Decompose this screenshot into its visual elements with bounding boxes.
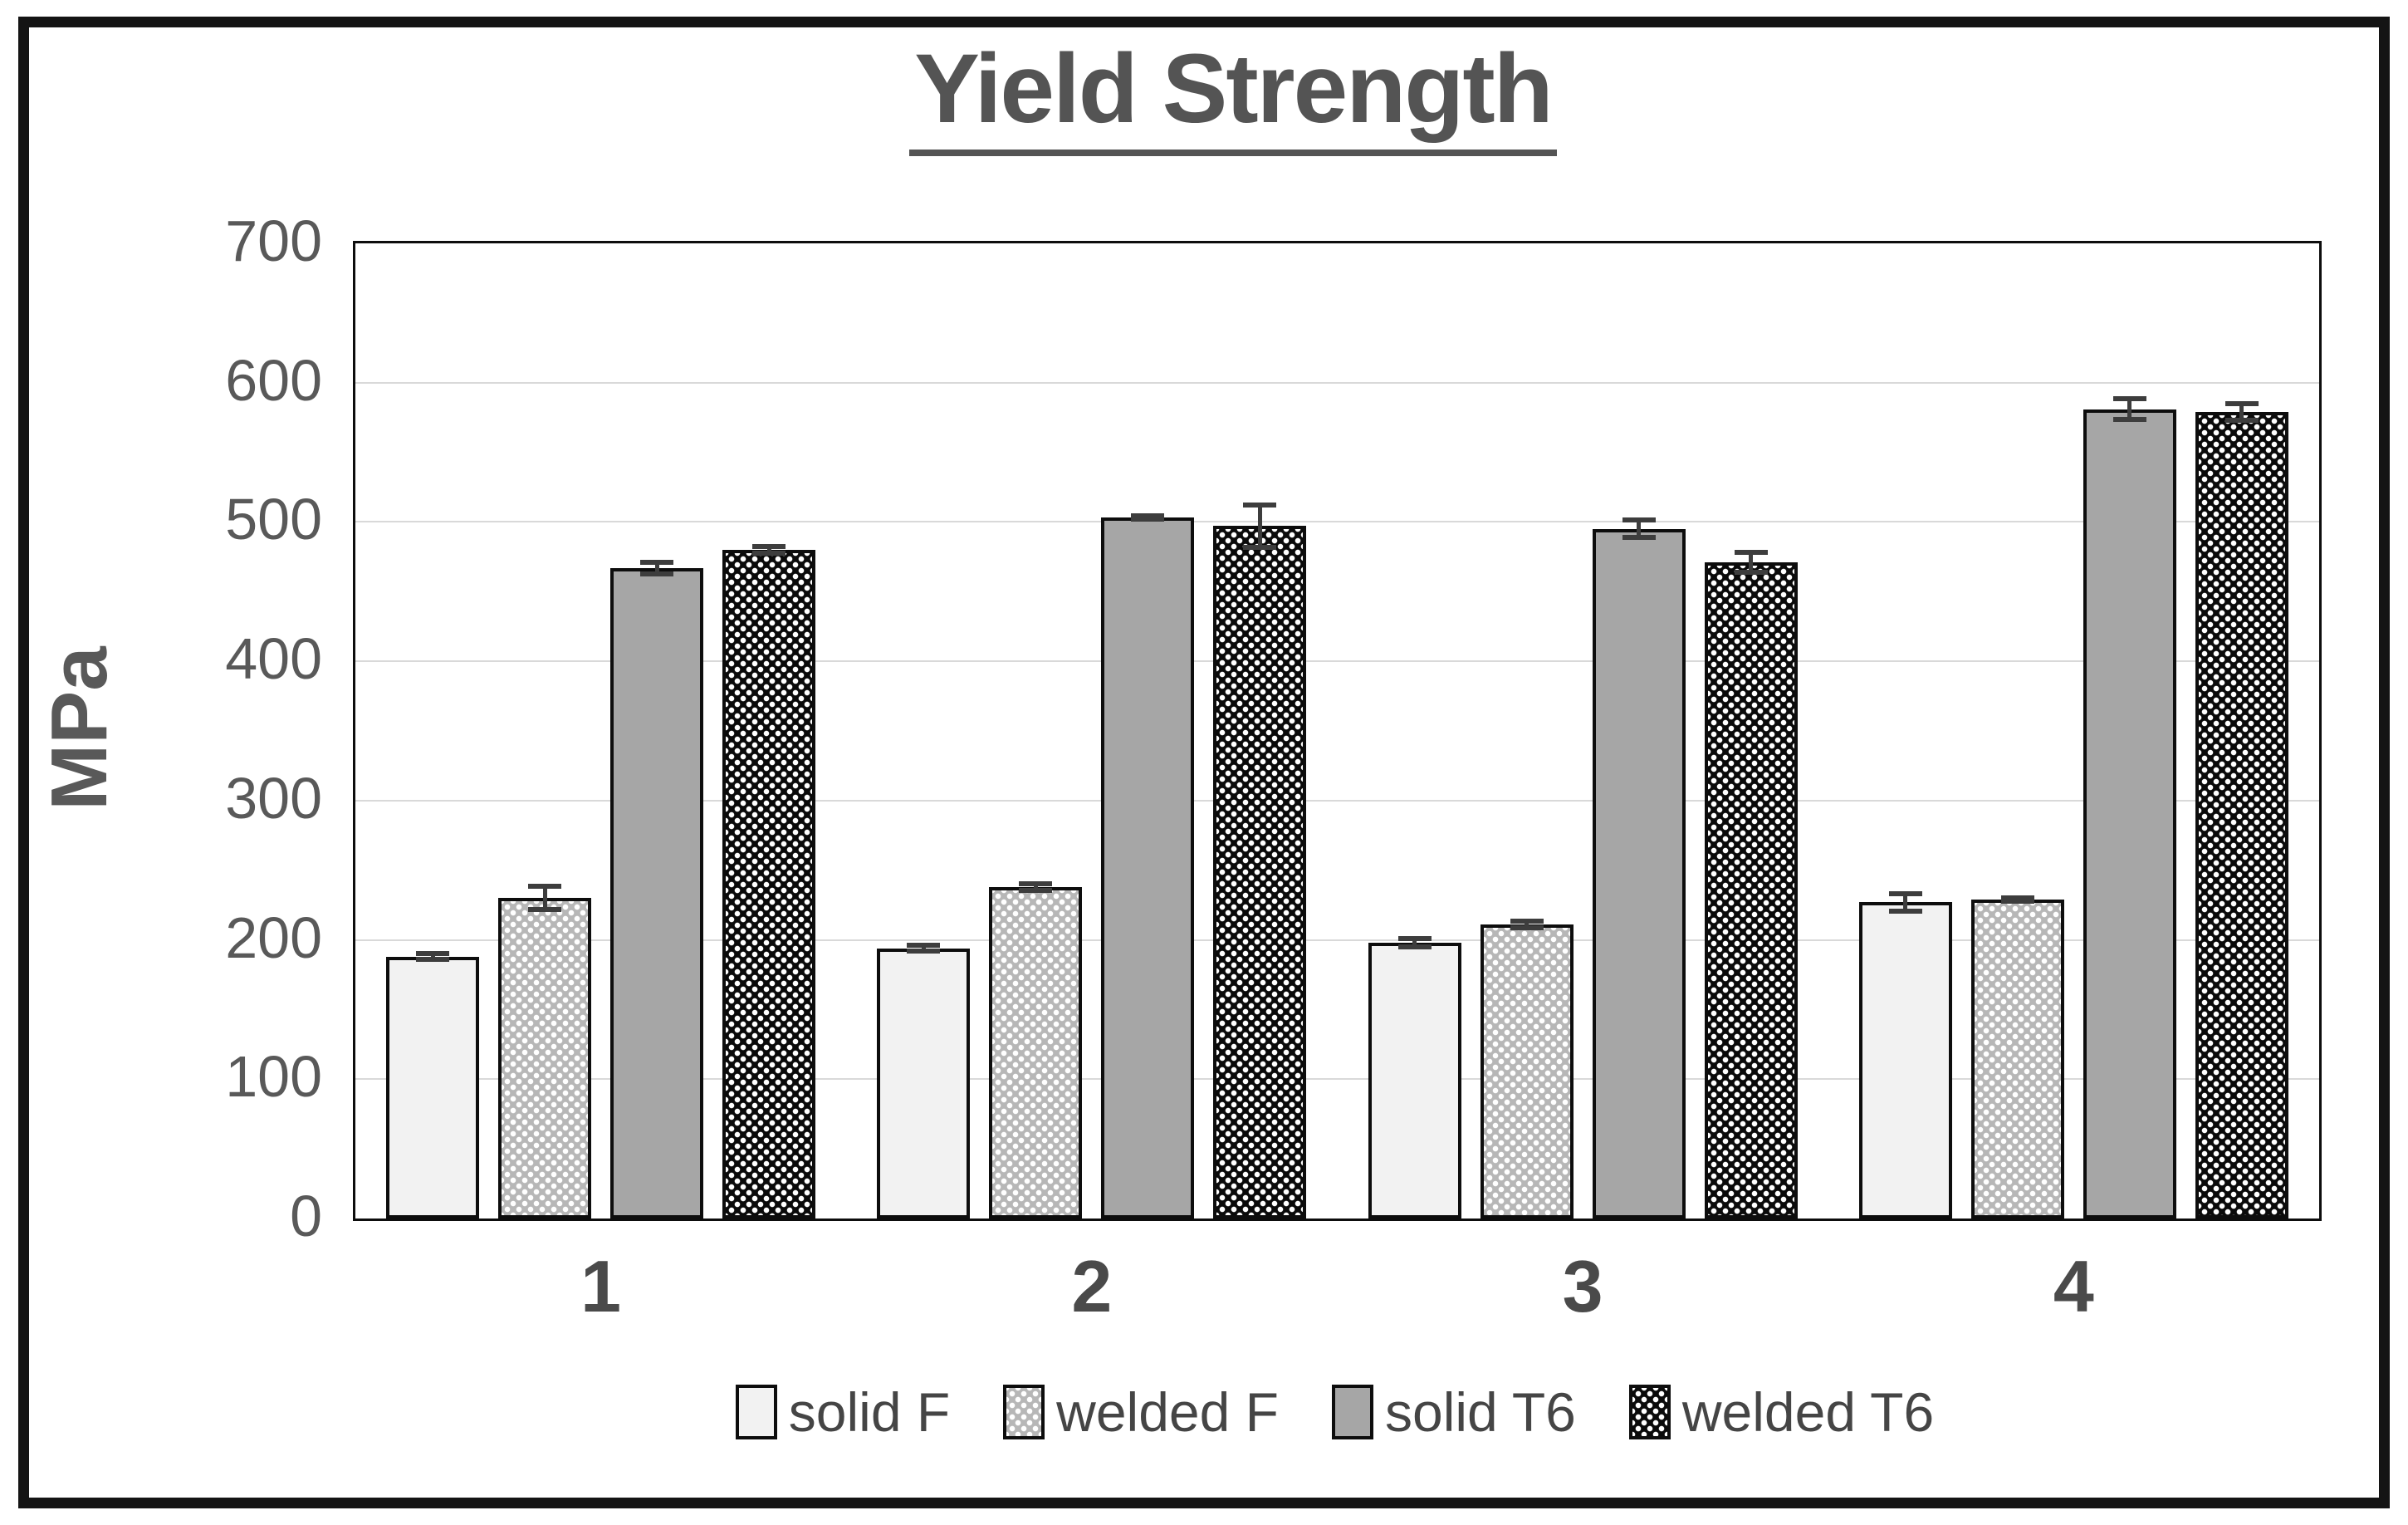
plot-area xyxy=(353,241,2322,1221)
bar-welded-t6-group-3 xyxy=(1704,562,1798,1219)
legend-label: solid F xyxy=(788,1381,951,1443)
bar-solid-t6-group-4 xyxy=(2083,409,2176,1219)
error-bar-cap-bottom xyxy=(1019,887,1053,893)
y-tick-label-300: 300 xyxy=(225,765,322,831)
y-tick-label-600: 600 xyxy=(225,347,322,413)
gridline-600 xyxy=(355,381,2319,384)
y-tick-label-700: 700 xyxy=(225,208,322,273)
gridline-300 xyxy=(355,799,2319,802)
error-bar-cap-top xyxy=(2112,396,2146,402)
error-bar-cap-top xyxy=(640,559,674,565)
error-bar-cap-top xyxy=(907,942,941,948)
error-bar xyxy=(1412,935,1417,950)
legend-label: welded F xyxy=(1056,1381,1279,1443)
error-bar-cap-top xyxy=(2000,895,2034,900)
bar-solid-f-group-1 xyxy=(386,956,480,1219)
bar-solid-f-group-3 xyxy=(1368,942,1461,1219)
x-tick-label-2: 2 xyxy=(1071,1245,1113,1327)
bar-solid-t6-group-1 xyxy=(610,567,704,1219)
legend-label: welded T6 xyxy=(1681,1381,1935,1443)
gridline-400 xyxy=(355,660,2319,663)
error-bar-cap-top xyxy=(416,950,450,956)
bar-solid-f-group-4 xyxy=(1858,902,1952,1219)
bar-solid-f-group-2 xyxy=(877,948,971,1219)
legend-item-solid-t6: solid T6 xyxy=(1331,1380,1576,1444)
error-bar xyxy=(2239,400,2244,424)
error-bar-cap-bottom xyxy=(1131,517,1165,522)
error-bar-cap-top xyxy=(752,544,786,550)
y-tick-label-200: 200 xyxy=(225,905,322,970)
legend-item-welded-t6: welded T6 xyxy=(1628,1380,1935,1444)
legend-swatch xyxy=(1331,1385,1373,1439)
legend-swatch xyxy=(1628,1385,1671,1439)
error-bar-cap-top xyxy=(1510,919,1544,924)
error-bar-cap-bottom xyxy=(1734,570,1768,576)
error-bar xyxy=(654,559,659,576)
error-bar-cap-bottom xyxy=(2224,418,2259,424)
error-bar-cap-top xyxy=(2224,400,2259,406)
error-bar-cap-bottom xyxy=(2112,416,2146,422)
error-bar-cap-top xyxy=(1397,935,1432,941)
legend-swatch xyxy=(1003,1385,1045,1439)
error-bar-cap-top xyxy=(528,884,562,890)
x-tick-label-3: 3 xyxy=(1562,1245,1603,1327)
error-bar-cap-bottom xyxy=(1510,924,1544,930)
title-area: Yield Strength xyxy=(0,37,2408,156)
legend-item-solid-f: solid F xyxy=(735,1380,951,1444)
legend-swatch xyxy=(735,1385,777,1439)
bar-welded-f-group-1 xyxy=(498,898,592,1219)
error-bar-cap-bottom xyxy=(1622,535,1656,541)
bar-welded-f-group-4 xyxy=(1970,899,2064,1219)
y-tick-label-400: 400 xyxy=(225,626,322,692)
y-tick-label-0: 0 xyxy=(290,1184,322,1248)
error-bar xyxy=(542,884,547,913)
error-bar-cap-bottom xyxy=(528,907,562,913)
error-bar xyxy=(1903,890,1908,914)
error-bar-cap-top xyxy=(1888,890,1922,896)
legend: solid F welded F solid T6 welded T6 xyxy=(353,1380,2317,1444)
bar-solid-t6-group-2 xyxy=(1101,517,1195,1219)
error-bar-cap-top xyxy=(1131,513,1165,519)
error-bar xyxy=(2127,396,2132,422)
gridline-200 xyxy=(355,939,2319,941)
x-tick-label-4: 4 xyxy=(2053,1245,2094,1327)
legend-item-welded-f: welded F xyxy=(1003,1380,1279,1444)
error-bar-cap-bottom xyxy=(1888,908,1922,914)
chart-title: Yield Strength xyxy=(909,37,1557,156)
error-bar xyxy=(1637,517,1642,541)
bar-welded-t6-group-2 xyxy=(1213,526,1307,1219)
error-bar-cap-top xyxy=(1622,517,1656,523)
error-bar-cap-top xyxy=(1243,502,1277,508)
error-bar xyxy=(921,942,926,954)
error-bar-cap-bottom xyxy=(2000,898,2034,904)
error-bar-cap-top xyxy=(1734,549,1768,555)
x-tick-label-1: 1 xyxy=(580,1245,622,1327)
gridline-100 xyxy=(355,1078,2319,1081)
legend-label: solid T6 xyxy=(1384,1381,1576,1443)
error-bar-cap-top xyxy=(1019,881,1053,887)
bar-welded-f-group-2 xyxy=(989,886,1083,1219)
error-bar-cap-bottom xyxy=(1243,544,1277,550)
error-bar-cap-bottom xyxy=(752,550,786,556)
error-bar-cap-bottom xyxy=(640,571,674,576)
y-tick-label-500: 500 xyxy=(225,487,322,552)
error-bar xyxy=(430,950,435,963)
error-bar-cap-bottom xyxy=(907,949,941,954)
gridline-500 xyxy=(355,521,2319,523)
bar-solid-t6-group-3 xyxy=(1592,528,1686,1219)
error-bar xyxy=(766,544,771,556)
error-bar-cap-bottom xyxy=(416,957,450,963)
error-bar xyxy=(1749,549,1754,576)
error-bar-cap-bottom xyxy=(1397,944,1432,950)
error-bar xyxy=(1257,502,1262,550)
error-bar xyxy=(1033,881,1038,893)
bar-welded-t6-group-4 xyxy=(2195,411,2288,1219)
error-bar xyxy=(1525,919,1529,930)
bar-welded-f-group-3 xyxy=(1480,924,1574,1219)
y-tick-label-100: 100 xyxy=(225,1044,322,1110)
bar-welded-t6-group-1 xyxy=(722,549,816,1219)
